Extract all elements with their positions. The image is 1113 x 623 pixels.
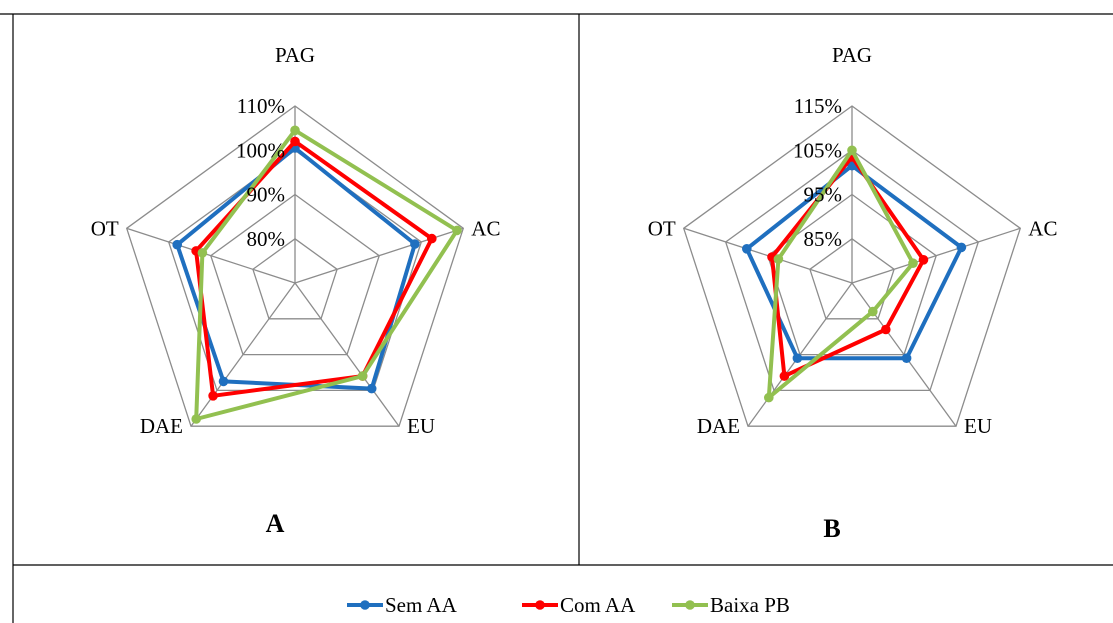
grid-ring [125,105,465,427]
data-point-baixa-pb-dae [764,392,774,403]
tick-label: 90% [247,183,286,207]
grid-ring [252,237,338,320]
data-point-com-aa-dae [208,391,218,401]
data-point-baixa-pb-ac [452,225,462,236]
data-point-baixa-pb-ac [908,258,918,269]
grid-ring [210,193,380,356]
tick-label: 100% [236,138,285,162]
panel-label: B [823,514,840,543]
data-point-sem-aa-ot [742,244,752,254]
radar-chart-b: 85% 95% 105% 115% PAG AC EU DAE OT B [648,43,1058,543]
axis-spoke [126,227,296,284]
panel-label: A [266,509,285,538]
category-label-ac: AC [1028,216,1057,240]
data-point-baixa-pb-ot [773,254,784,264]
data-point-sem-aa-ac [410,239,420,249]
category-label-ac: AC [471,216,500,240]
data-point-baixa-pb-pag [290,125,300,136]
grid-ring [167,149,423,392]
panel-frame [0,13,1113,623]
category-label-ot: OT [648,216,676,240]
tick-label: 115% [794,94,842,118]
data-point-com-aa-ac [918,254,929,265]
category-label-dae: DAE [697,414,740,438]
data-point-com-aa-pag [290,136,300,147]
category-label-pag: PAG [832,43,872,67]
axis-spoke [294,282,400,427]
data-point-sem-aa-ac [956,242,967,253]
grid-ring [809,237,895,320]
legend-marker-sem-aa [360,600,370,610]
data-point-baixa-pb-eu [868,306,878,317]
legend: Sem AA Com AA Baixa PB [347,593,790,617]
tick-label: 95% [804,183,843,207]
axis-spoke [190,282,296,427]
category-label-ot: OT [91,216,119,240]
series-line-sem-aa [744,163,964,361]
series-line-com-aa [194,139,434,398]
tick-label: 85% [804,227,843,251]
data-point-com-aa-eu [881,324,891,335]
axis-spoke [294,227,464,284]
data-point-baixa-pb-dae [191,414,201,424]
series-line-com-aa [770,154,926,379]
tick-label: 110% [237,94,285,118]
radar-chart-a: 80% 90% 100% 110% PAG AC EU DAE OT A [91,43,501,538]
legend-label-baixa-pb: Baixa PB [710,593,790,617]
data-point-baixa-pb-eu [357,371,368,381]
tick-label: 105% [793,138,842,162]
data-point-sem-aa-ot [172,239,182,250]
grid-ring [724,149,980,392]
grid-ring [682,105,1022,427]
legend-marker-com-aa [535,600,545,610]
data-point-baixa-pb-ot [197,248,208,258]
legend-label-sem-aa: Sem AA [385,593,458,617]
category-label-pag: PAG [275,43,315,67]
category-label-eu: EU [964,414,992,438]
data-point-sem-aa-dae [792,353,803,364]
data-point-com-aa-dae [779,371,790,381]
tick-label: 80% [247,227,286,251]
series-line-baixa-pb [194,128,459,421]
legend-marker-baixa-pb [685,600,695,610]
data-point-baixa-pb-pag [847,145,857,156]
axis-spoke [851,227,1021,284]
category-label-eu: EU [407,414,435,438]
category-label-dae: DAE [140,414,183,438]
data-point-sem-aa-eu [366,383,377,394]
data-point-sem-aa-dae [218,376,229,387]
legend-label-com-aa: Com AA [560,593,636,617]
data-point-sem-aa-eu [901,353,912,364]
series-line-baixa-pb [766,148,915,400]
data-point-com-aa-ac [427,233,437,244]
